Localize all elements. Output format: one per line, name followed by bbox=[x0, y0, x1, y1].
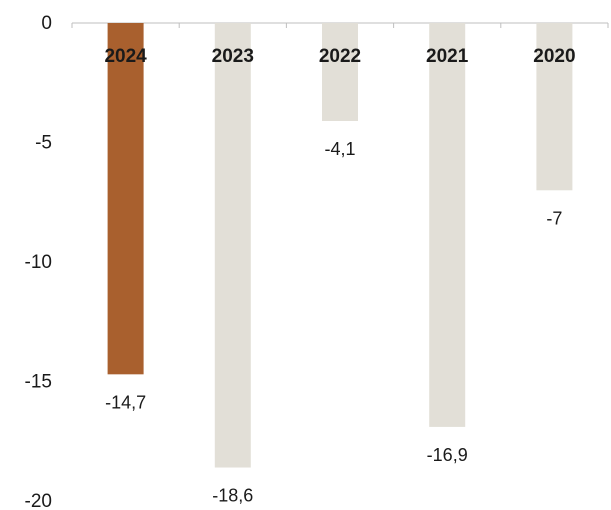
bar-2020 bbox=[536, 23, 573, 191]
y-tick-label: -10 bbox=[25, 252, 52, 273]
data-label: -4,1 bbox=[324, 139, 355, 159]
category-label: 2020 bbox=[533, 46, 575, 67]
data-label: -18,6 bbox=[212, 486, 253, 506]
y-tick-label: -20 bbox=[25, 491, 52, 510]
data-label: -7 bbox=[546, 208, 562, 228]
category-label: 2023 bbox=[212, 46, 254, 67]
category-labels: 2024 2023 2022 2021 2020 bbox=[104, 46, 575, 67]
category-label: 2021 bbox=[426, 46, 469, 67]
category-label: 2022 bbox=[319, 46, 361, 67]
bar-2021 bbox=[429, 23, 466, 427]
bars bbox=[107, 23, 573, 468]
y-axis: 0 -5 -10 -15 -20 bbox=[25, 13, 52, 510]
data-label: -14,7 bbox=[105, 392, 146, 412]
category-label: 2024 bbox=[104, 46, 147, 67]
data-labels: -14,7 -18,6 -4,1 -16,9 -7 bbox=[105, 139, 562, 506]
data-label: -16,9 bbox=[427, 445, 468, 465]
y-tick-label: 0 bbox=[41, 13, 52, 34]
bar-2023 bbox=[214, 23, 251, 468]
bar-2022 bbox=[322, 23, 358, 121]
y-tick-label: -15 bbox=[25, 372, 52, 393]
bar-2024 bbox=[107, 23, 144, 375]
y-tick-label: -5 bbox=[35, 133, 52, 154]
